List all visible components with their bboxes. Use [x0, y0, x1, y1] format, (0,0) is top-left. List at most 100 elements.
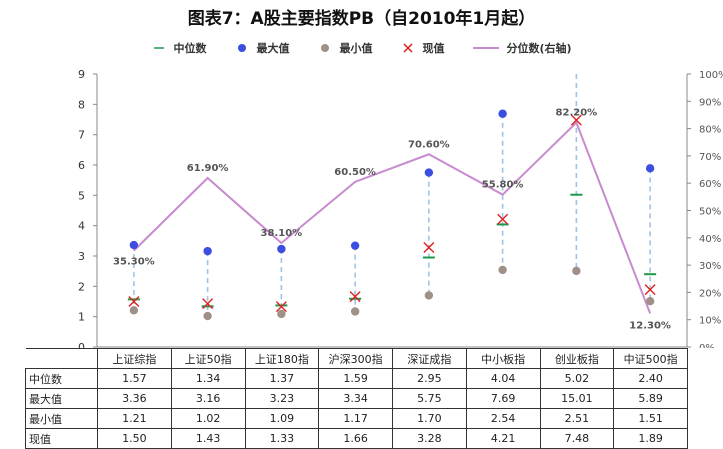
percentile-data-label: 35.30%	[113, 257, 155, 268]
data-table: 上证综指 上证50指 上证180指 沪深300指 深证成指 中小板指 创业板指 中证500指中…	[25, 348, 688, 449]
legend-label-max: 最大值	[256, 42, 290, 55]
table-row: 最小值 1.21 1.02 1.09 1.17 1.70 2.54 2.51 1.51	[25, 408, 688, 429]
percentile-data-label: 55.80%	[482, 180, 524, 191]
table-row-label: 最大值	[25, 388, 98, 409]
y-right-tick-label: 20%	[699, 288, 721, 299]
max-point	[129, 240, 139, 250]
max-point	[277, 244, 286, 254]
table-cell: 1.66	[318, 428, 393, 449]
table-row: 最大值 3.36 3.16 3.23 3.34 5.75 7.69 15.01 5.89	[25, 388, 688, 409]
legend-label-percentile: 分位数(右轴)	[506, 42, 572, 55]
table-cell: 1.43	[170, 428, 246, 449]
max-dot-icon	[238, 44, 247, 52]
table-cell: 1.57	[97, 368, 172, 389]
legend-item-max: 最大值	[234, 40, 289, 56]
legend-label-current: 现值	[422, 42, 445, 55]
y-left-tick-label: 1	[78, 311, 85, 324]
y-right-tick-label: 50%	[699, 207, 721, 218]
x-category-label: 中小板指	[465, 348, 541, 369]
min-point	[424, 291, 434, 300]
max-point	[645, 164, 655, 173]
table-cell: 5.02	[539, 368, 615, 389]
table-row: 现值 1.50 1.43 1.33 1.66 3.28 4.21 7.48 1.89	[25, 428, 688, 449]
y-right-tick-label: 10%	[699, 316, 721, 327]
table-cell: 5.75	[392, 388, 467, 409]
table-cell: 1.89	[613, 428, 688, 449]
y-right-tick-label: 40%	[699, 234, 721, 245]
min-point	[572, 266, 581, 276]
max-point	[203, 246, 212, 256]
table-row: 中位数 1.57 1.34 1.37 1.59 2.95 4.04 5.02 2.40	[25, 368, 688, 389]
chart-legend: 中位数 最大值 最小值 现值 分位数(右轴)	[0, 40, 723, 56]
current-point	[423, 242, 435, 254]
y-right-tick-label: 90%	[699, 97, 721, 108]
y-left-tick-label: 9	[78, 68, 85, 81]
y-left-tick-label: 5	[78, 189, 85, 202]
current-point	[275, 301, 287, 313]
table-row-label: 最小值	[25, 408, 98, 429]
table-cell: 2.95	[392, 368, 467, 389]
current-cross-icon	[403, 43, 413, 53]
y-left-tick-label: 7	[78, 129, 85, 142]
y-left-tick-label: 8	[78, 98, 85, 111]
min-point	[350, 307, 360, 316]
table-cell: 7.48	[539, 428, 615, 449]
legend-item-current: 现值	[400, 40, 444, 56]
table-cell: 15.01	[539, 388, 615, 409]
y-right-tick-label: 0%	[699, 343, 715, 348]
x-category-label: 中证500指	[613, 348, 688, 369]
x-category-label: 深证成指	[392, 348, 467, 369]
legend-label-min: 最小值	[339, 42, 373, 55]
table-cell: 4.04	[465, 368, 541, 389]
y-left-tick-label: 4	[78, 220, 85, 233]
table-cell: 1.70	[392, 408, 467, 429]
table-cell: 1.02	[170, 408, 246, 429]
y-right-tick-label: 30%	[699, 261, 721, 272]
table-cell: 3.34	[318, 388, 393, 409]
table-cell: 1.50	[97, 428, 172, 449]
current-point	[128, 296, 140, 307]
x-category-label: 沪深300指	[318, 348, 393, 369]
min-dot-icon	[321, 44, 330, 52]
current-point	[644, 284, 656, 296]
current-point	[349, 291, 361, 303]
pb-chart: 01234567890%10%20%30%40%50%60%70%80%90%1…	[78, 68, 723, 348]
min-point	[277, 309, 286, 319]
current-point	[570, 114, 582, 126]
table-cell: 1.33	[244, 428, 320, 449]
percentile-data-label: 61.90%	[187, 163, 229, 174]
table-cell: 2.51	[539, 408, 615, 429]
table-row-label: 现值	[25, 428, 98, 449]
y-right-tick-label: 70%	[699, 152, 721, 163]
percentile-data-label: 60.50%	[334, 167, 376, 178]
table-cell: 2.54	[465, 408, 541, 429]
max-point	[498, 109, 507, 118]
table-cell: 1.21	[97, 408, 172, 429]
percentile-data-label: 70.60%	[408, 139, 450, 150]
y-left-tick-label: 2	[78, 280, 85, 293]
chart-title: 图表7：A股主要指数PB（自2010年1月起）	[187, 9, 536, 29]
x-category-label: 创业板指	[539, 348, 615, 369]
table-cell: 3.23	[244, 388, 320, 409]
legend-item-median: 中位数	[151, 40, 206, 56]
table-cell: 7.69	[465, 388, 541, 409]
current-point	[202, 298, 214, 310]
legend-item-min: 最小值	[317, 40, 372, 56]
min-point	[203, 311, 212, 321]
x-category-label: 上证180指	[244, 348, 320, 369]
current-point	[497, 213, 509, 225]
table-cell: 1.37	[244, 368, 320, 389]
percentile-line-icon	[473, 47, 500, 49]
max-point	[424, 168, 434, 177]
percentile-data-label: 82.20%	[556, 108, 598, 119]
table-cell: 3.36	[97, 388, 172, 409]
table-cell: 3.16	[170, 388, 246, 409]
table-cell: 1.17	[318, 408, 393, 429]
table-cell: 1.34	[170, 368, 246, 389]
y-right-tick-label: 100%	[699, 70, 723, 81]
table-cell: 3.28	[392, 428, 467, 449]
legend-label-median: 中位数	[173, 42, 207, 55]
percentile-data-label: 12.30%	[629, 320, 671, 331]
y-left-tick-label: 0	[78, 341, 85, 348]
table-cell: 1.59	[318, 368, 393, 389]
